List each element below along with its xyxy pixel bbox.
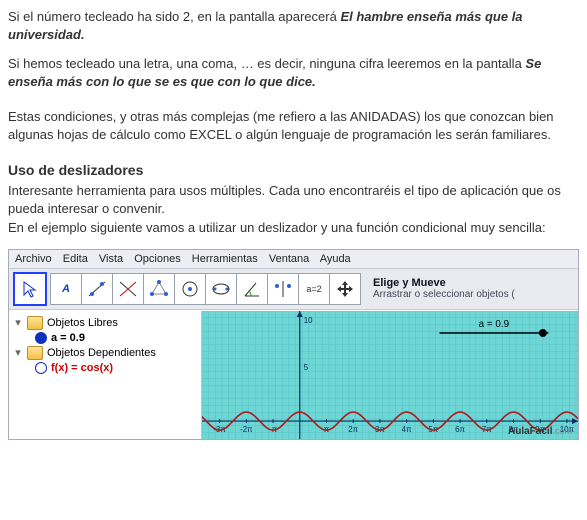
tool-perp[interactable] [112,273,144,305]
hint-title: Elige y Mueve [373,277,515,289]
dot-open-icon [35,362,47,374]
expander-icon: ▾ [13,316,23,329]
svg-text:10: 10 [304,316,313,325]
tree-item-fx[interactable]: f(x) = cos(x) [11,361,199,375]
A-icon: A [62,283,70,295]
algebra-view: ▾ Objetos Libres a = 0.9 ▾ Objetos Depen… [9,311,202,439]
brand-name: AulaFacil [508,426,552,437]
item-a-label: a = 0.9 [51,332,85,344]
tool-angle[interactable] [236,273,268,305]
svg-text:a = 0.9: a = 0.9 [479,319,510,330]
folder-icon [27,346,43,360]
tool-reflect[interactable] [267,273,299,305]
tool-circle[interactable] [174,273,206,305]
cursor-icon [21,280,39,298]
menu-vista[interactable]: Vista [99,253,123,265]
polygon-icon [148,278,170,300]
tool-move-view[interactable] [329,273,361,305]
cat-free-label: Objetos Libres [47,317,118,329]
p2a: Si hemos tecleado una letra, una coma, …… [8,56,525,71]
svg-text:-2π: -2π [240,425,253,434]
tree-dep[interactable]: ▾ Objetos Dependientes [11,345,199,361]
circle-icon [179,278,201,300]
slider-icon-label: a=2 [306,284,321,294]
move-view-icon [335,279,355,299]
hint-sub: Arrastrar o seleccionar objetos ( [373,289,515,300]
graph-canvas: -3π-2π-ππ2π3π4π5π6π7π8π9π10π105a = 0.9 [202,311,578,439]
tool-line[interactable] [81,273,113,305]
perp-icon [117,278,139,300]
menu-opciones[interactable]: Opciones [134,253,180,265]
menu-edita[interactable]: Edita [63,253,88,265]
tree-free[interactable]: ▾ Objetos Libres [11,315,199,331]
expander-icon: ▾ [13,346,23,359]
p5: En el ejemplo siguiente vamos a utilizar… [8,219,579,237]
line-icon [86,278,108,300]
tool-polygon[interactable] [143,273,175,305]
ellipse-icon [210,278,232,300]
p4: Interesante herramienta para usos múltip… [8,182,579,217]
section-title: Uso de deslizadores [8,161,579,180]
toolbar: A a=2 Elige y Mueve Arrastrar o seleccio… [9,269,578,310]
cat-dep-label: Objetos Dependientes [47,347,156,359]
tool-group: A a=2 [50,273,360,305]
svg-text:2π: 2π [348,425,358,434]
menu-herramientas[interactable]: Herramientas [192,253,258,265]
svg-text:4π: 4π [402,425,412,434]
geogebra-app: Archivo Edita Vista Opciones Herramienta… [8,249,579,440]
brand-suffix: .com [552,426,572,436]
item-fx-label: f(x) = cos(x) [51,362,113,374]
p3: Estas condiciones, y otras más complejas… [8,108,579,143]
svg-text:6π: 6π [455,425,465,434]
menubar: Archivo Edita Vista Opciones Herramienta… [9,250,578,269]
tool-slider[interactable]: a=2 [298,273,330,305]
svg-text:5: 5 [304,363,309,372]
tree-item-a[interactable]: a = 0.9 [11,331,199,345]
reflect-icon [272,278,294,300]
tool-point[interactable]: A [50,273,82,305]
workspace: ▾ Objetos Libres a = 0.9 ▾ Objetos Depen… [9,310,578,439]
folder-icon [27,316,43,330]
menu-ventana[interactable]: Ventana [269,253,309,265]
menu-ayuda[interactable]: Ayuda [320,253,351,265]
tool-move[interactable] [13,272,47,306]
tool-ellipse[interactable] [205,273,237,305]
menu-archivo[interactable]: Archivo [15,253,52,265]
tool-hint: Elige y Mueve Arrastrar o seleccionar ob… [373,277,515,300]
dot-filled-icon [35,332,47,344]
footer-brand: AulaFacil.com [508,426,572,437]
graph-view[interactable]: -3π-2π-ππ2π3π4π5π6π7π8π9π10π105a = 0.9 [202,311,578,439]
p1a: Si el número tecleado ha sido 2, en la p… [8,9,340,24]
angle-icon [241,278,263,300]
